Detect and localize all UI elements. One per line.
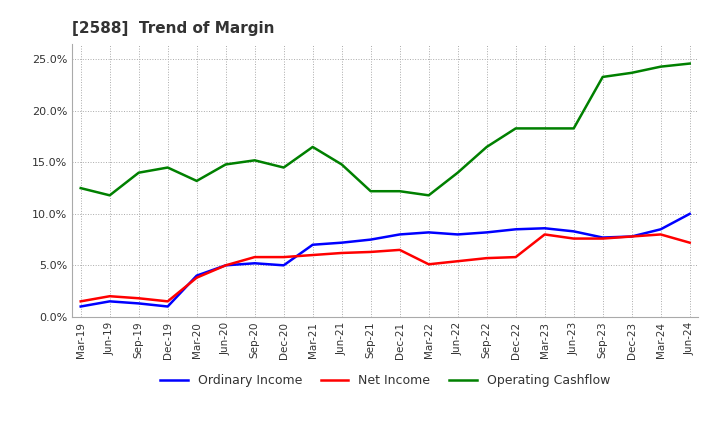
- Ordinary Income: [135, 301, 143, 306]
- Operating Cashflow: [366, 189, 375, 194]
- Ordinary Income: [395, 232, 404, 237]
- Operating Cashflow: [251, 158, 259, 163]
- Net Income: [598, 236, 607, 241]
- Net Income: [192, 275, 201, 280]
- Ordinary Income: [308, 242, 317, 247]
- Ordinary Income: [76, 304, 85, 309]
- Net Income: [221, 263, 230, 268]
- Ordinary Income: [221, 263, 230, 268]
- Ordinary Income: [192, 273, 201, 278]
- Net Income: [541, 232, 549, 237]
- Operating Cashflow: [395, 189, 404, 194]
- Net Income: [135, 296, 143, 301]
- Line: Operating Cashflow: Operating Cashflow: [81, 63, 690, 195]
- Operating Cashflow: [627, 70, 636, 76]
- Operating Cashflow: [598, 74, 607, 80]
- Operating Cashflow: [338, 162, 346, 167]
- Net Income: [685, 240, 694, 246]
- Operating Cashflow: [192, 178, 201, 183]
- Net Income: [424, 262, 433, 267]
- Ordinary Income: [511, 227, 520, 232]
- Net Income: [366, 249, 375, 255]
- Operating Cashflow: [454, 170, 462, 175]
- Ordinary Income: [454, 232, 462, 237]
- Ordinary Income: [685, 211, 694, 216]
- Net Income: [395, 247, 404, 253]
- Ordinary Income: [598, 235, 607, 240]
- Ordinary Income: [482, 230, 491, 235]
- Operating Cashflow: [482, 144, 491, 150]
- Ordinary Income: [338, 240, 346, 246]
- Operating Cashflow: [163, 165, 172, 170]
- Ordinary Income: [251, 260, 259, 266]
- Net Income: [76, 299, 85, 304]
- Net Income: [482, 256, 491, 261]
- Ordinary Income: [366, 237, 375, 242]
- Net Income: [511, 254, 520, 260]
- Operating Cashflow: [685, 61, 694, 66]
- Net Income: [163, 299, 172, 304]
- Net Income: [338, 250, 346, 256]
- Operating Cashflow: [570, 126, 578, 131]
- Operating Cashflow: [105, 193, 114, 198]
- Operating Cashflow: [279, 165, 288, 170]
- Ordinary Income: [105, 299, 114, 304]
- Net Income: [657, 232, 665, 237]
- Ordinary Income: [541, 226, 549, 231]
- Net Income: [454, 259, 462, 264]
- Text: [2588]  Trend of Margin: [2588] Trend of Margin: [72, 21, 274, 36]
- Net Income: [308, 253, 317, 258]
- Operating Cashflow: [657, 64, 665, 69]
- Operating Cashflow: [308, 144, 317, 150]
- Net Income: [105, 293, 114, 299]
- Net Income: [627, 234, 636, 239]
- Legend: Ordinary Income, Net Income, Operating Cashflow: Ordinary Income, Net Income, Operating C…: [156, 370, 615, 392]
- Line: Net Income: Net Income: [81, 235, 690, 301]
- Operating Cashflow: [135, 170, 143, 175]
- Operating Cashflow: [221, 162, 230, 167]
- Ordinary Income: [657, 227, 665, 232]
- Ordinary Income: [424, 230, 433, 235]
- Operating Cashflow: [511, 126, 520, 131]
- Operating Cashflow: [76, 186, 85, 191]
- Line: Ordinary Income: Ordinary Income: [81, 214, 690, 307]
- Operating Cashflow: [541, 126, 549, 131]
- Ordinary Income: [627, 234, 636, 239]
- Operating Cashflow: [424, 193, 433, 198]
- Ordinary Income: [279, 263, 288, 268]
- Net Income: [251, 254, 259, 260]
- Ordinary Income: [163, 304, 172, 309]
- Net Income: [570, 236, 578, 241]
- Net Income: [279, 254, 288, 260]
- Ordinary Income: [570, 229, 578, 234]
